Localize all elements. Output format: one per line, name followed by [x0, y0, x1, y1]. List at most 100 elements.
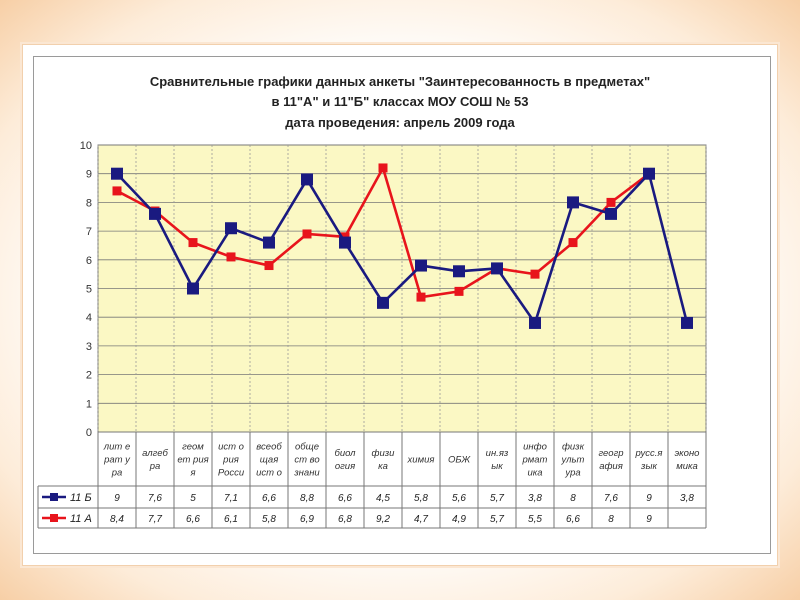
category-label: ст во — [294, 455, 319, 466]
data-point — [339, 236, 351, 249]
table-cell: 9 — [646, 514, 652, 525]
category-label: зык — [640, 461, 657, 472]
data-point — [225, 222, 237, 235]
y-tick-label: 10 — [80, 140, 92, 152]
data-point — [264, 261, 274, 271]
table-cell: 8 — [608, 514, 614, 525]
category-label: геом — [182, 442, 204, 453]
data-point — [530, 269, 540, 279]
data-point — [643, 167, 655, 180]
category-label: ист о — [218, 442, 244, 453]
data-point — [567, 196, 579, 209]
data-table: лит е рат у ра алгеб ра геом ет рия я ист о рия Ро… — [37, 432, 707, 529]
y-tick-label: 1 — [86, 398, 92, 410]
data-point — [377, 296, 389, 309]
table-cell: 5,7 — [490, 493, 504, 504]
data-point — [416, 292, 426, 302]
table-cell: 4,7 — [414, 514, 428, 525]
table-cell: 8,4 — [110, 514, 124, 525]
chart-title-line-1: Сравнительные графики данных анкеты "Заи… — [150, 74, 650, 89]
legend-key-marker — [50, 493, 58, 501]
table-cell: 7,6 — [148, 493, 162, 504]
category-label: ин.яз — [486, 448, 509, 459]
category-label: биол — [334, 448, 356, 459]
category-label: щая — [260, 455, 279, 466]
data-point — [112, 186, 122, 196]
data-point — [453, 265, 465, 278]
table-cell: 9,2 — [376, 514, 390, 525]
table-cell: 6,6 — [566, 514, 580, 525]
data-point — [378, 163, 388, 173]
data-point — [454, 286, 464, 296]
table-cell: 6,6 — [262, 493, 276, 504]
table-cell: 8 — [570, 493, 576, 504]
y-tick-label: 6 — [86, 255, 92, 267]
category-label: ра — [149, 461, 161, 472]
data-point — [226, 252, 236, 262]
table-cell: 6,6 — [338, 493, 352, 504]
category-label: инфо — [523, 442, 547, 453]
table-cell: 6,8 — [338, 514, 352, 525]
table-cell: 7,7 — [148, 514, 162, 525]
data-point — [187, 282, 199, 295]
y-axis: 0 1 2 3 4 5 6 7 8 9 10 — [80, 140, 92, 439]
y-tick-label: 4 — [86, 312, 92, 324]
category-label: рмат — [522, 455, 548, 466]
data-point — [568, 238, 578, 248]
legend-label: 11 Б — [70, 492, 92, 504]
category-label: ык — [491, 461, 503, 472]
chart-title-line-2: в 11"А" и 11"Б" классах МОУ СОШ № 53 — [272, 94, 529, 109]
category-label: химия — [407, 455, 435, 466]
table-cell: 5 — [190, 493, 196, 504]
y-tick-label: 5 — [86, 284, 92, 296]
data-point — [415, 259, 427, 272]
table-cell: 4,5 — [376, 493, 390, 504]
category-label: рат у — [103, 455, 131, 466]
chart-title-line-3: дата проведения: апрель 2009 года — [285, 115, 515, 130]
data-point — [302, 229, 312, 239]
y-tick-label: 9 — [86, 169, 92, 181]
legend-label: 11 А — [70, 513, 92, 525]
table-cell: 6,1 — [224, 514, 238, 525]
y-tick-label: 0 — [86, 427, 92, 439]
table-cell: 8,8 — [300, 493, 314, 504]
table-cell: 5,8 — [262, 514, 276, 525]
data-point — [149, 207, 161, 220]
category-label: я — [189, 468, 195, 479]
category-label: эконо — [675, 448, 700, 459]
category-label: ист о — [256, 468, 282, 479]
category-label: ра — [111, 468, 123, 479]
table-cell: 5,8 — [414, 493, 428, 504]
category-label: знани — [293, 468, 320, 479]
y-tick-label: 3 — [86, 341, 92, 353]
category-label: ика — [527, 468, 542, 479]
table-cell: 4,9 — [452, 514, 466, 525]
category-label: ка — [378, 461, 388, 472]
series-layer — [111, 163, 693, 329]
data-point — [111, 167, 123, 180]
data-point — [529, 316, 541, 329]
y-tick-label: 2 — [86, 370, 92, 382]
table-cell: 6,6 — [186, 514, 200, 525]
category-label: русс.я — [635, 448, 663, 459]
data-point — [606, 197, 616, 207]
category-label: огия — [335, 461, 355, 472]
table-cell: 3,8 — [680, 493, 694, 504]
data-point — [301, 173, 313, 186]
category-label: лит е — [103, 442, 130, 453]
category-label: алгеб — [142, 448, 168, 459]
table-cell: 9 — [646, 493, 652, 504]
category-label: физи — [372, 448, 396, 459]
table-cell: 7,1 — [224, 493, 238, 504]
data-point — [605, 207, 617, 220]
data-point — [681, 316, 693, 329]
category-label: геогр — [598, 448, 623, 459]
category-label: ет рия — [177, 455, 208, 466]
chart-title: Сравнительные графики данных анкеты "Заи… — [150, 74, 650, 130]
category-label: ОБЖ — [448, 455, 471, 466]
table-cell: 5,6 — [452, 493, 466, 504]
category-label: рия — [222, 455, 239, 466]
table-cell: 7,6 — [604, 493, 618, 504]
category-label: всеоб — [256, 442, 282, 453]
